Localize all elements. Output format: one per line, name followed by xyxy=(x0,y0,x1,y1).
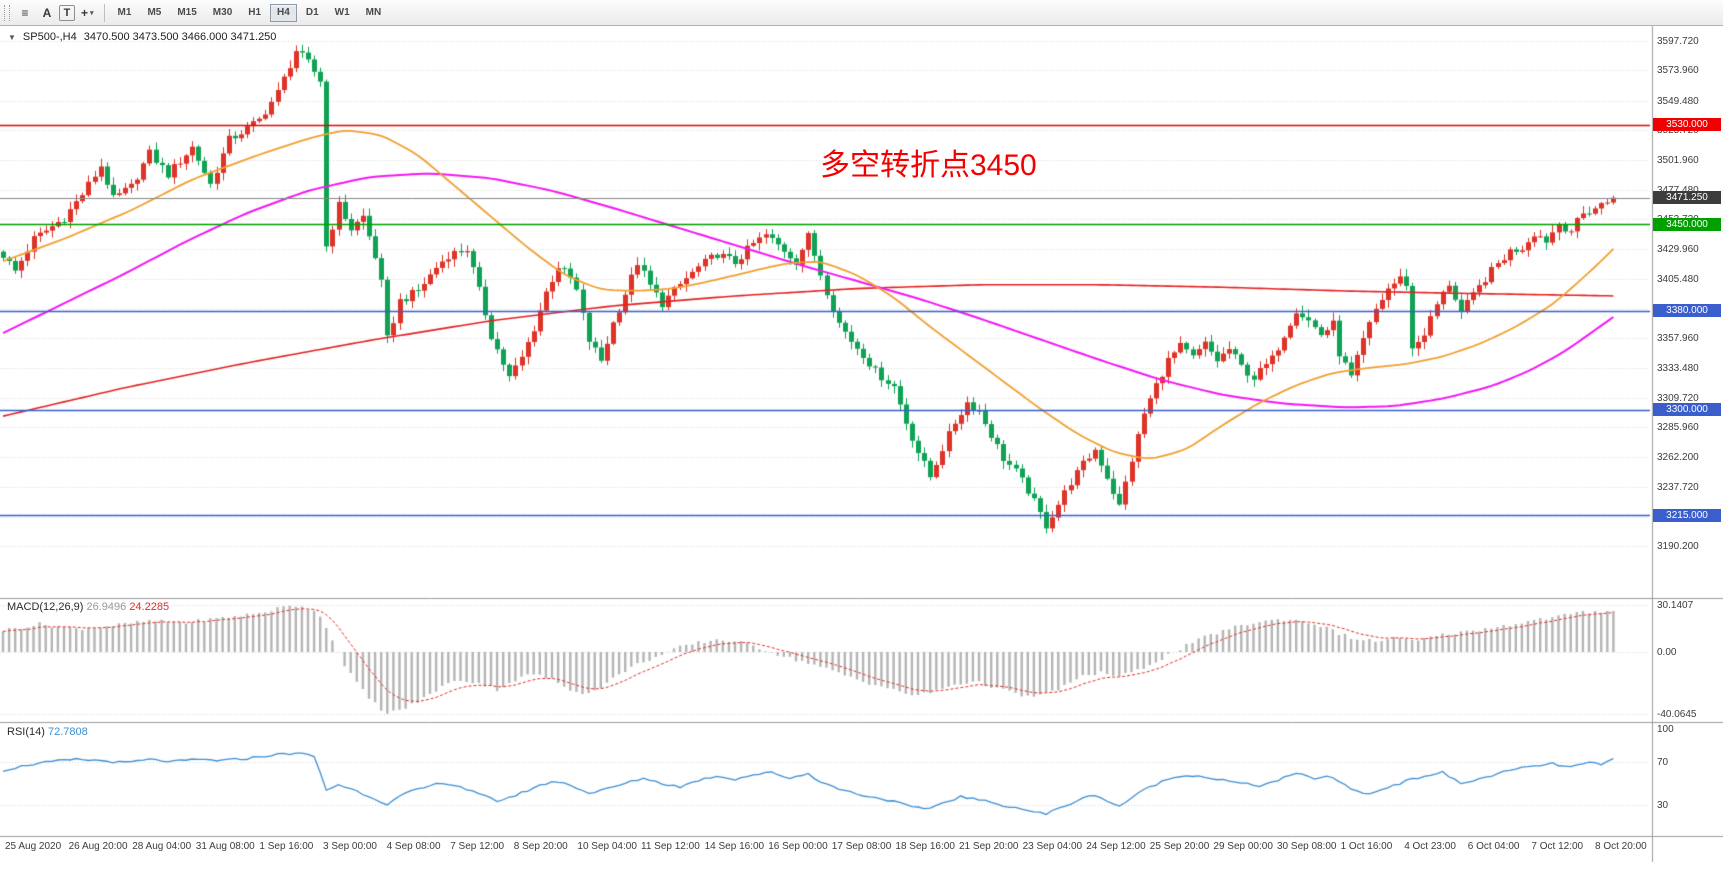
time-axis-label: 8 Oct 20:00 xyxy=(1595,841,1647,852)
toolbar-separator xyxy=(103,3,105,22)
letter-a-icon: A xyxy=(42,5,52,20)
time-axis-label: 3 Sep 00:00 xyxy=(323,841,377,852)
time-axis-label: 17 Sep 08:00 xyxy=(831,841,892,852)
timeframe-button-m30[interactable]: M30 xyxy=(206,4,239,22)
price-axis-label: 3549.480 xyxy=(1657,95,1699,107)
time-axis-label: 23 Sep 04:00 xyxy=(1022,841,1083,852)
macd-axis-label: -40.0645 xyxy=(1657,709,1697,721)
time-axis-label: 11 Sep 12:00 xyxy=(641,841,700,852)
price-axis-label: 3285.960 xyxy=(1657,422,1699,434)
macd-name: MACD(12,26,9) xyxy=(7,601,84,613)
macd-main-value: 26.9496 xyxy=(86,601,127,613)
chart-title: ▼ SP500-,H4 3470.500 3473.500 3466.000 3… xyxy=(8,31,276,43)
time-axis-label: 30 Sep 08:00 xyxy=(1277,841,1337,852)
time-axis-label: 6 Oct 04:00 xyxy=(1467,841,1520,852)
macd-indicator-label: MACD(12,26,9) 26.9496 24.2285 xyxy=(7,601,169,613)
price-axis-label: 3262.200 xyxy=(1657,451,1699,463)
timeframe-button-group: M1 M5 M15 M30 H1 H4 D1 W1 MN xyxy=(110,3,390,22)
chart-annotation-text[interactable]: 多空转折点3450 xyxy=(820,149,1037,182)
time-axis-label: 1 Oct 16:00 xyxy=(1340,841,1393,852)
time-axis-label: 29 Sep 00:00 xyxy=(1213,841,1273,852)
time-axis-label: 1 Sep 16:00 xyxy=(259,841,314,852)
price-axis-label: 3573.960 xyxy=(1657,65,1699,77)
price-axis-label: 3309.720 xyxy=(1657,392,1699,404)
time-axis-label: 7 Oct 12:00 xyxy=(1531,841,1584,852)
time-axis-label: 28 Aug 04:00 xyxy=(132,841,192,852)
timeframe-button-w1[interactable]: W1 xyxy=(328,4,357,22)
price-tag-3450.000: 3450.000 xyxy=(1653,218,1721,231)
rsi-name: RSI(14) xyxy=(7,726,45,738)
time-axis-label: 25 Sep 20:00 xyxy=(1149,841,1210,852)
price-tag-3380.000: 3380.000 xyxy=(1653,304,1721,317)
time-axis-label: 4 Sep 08:00 xyxy=(386,841,441,852)
price-axis-label: 3333.480 xyxy=(1657,363,1699,375)
time-axis-label: 16 Sep 00:00 xyxy=(768,841,828,852)
timeframe-button-m1[interactable]: M1 xyxy=(111,4,139,22)
macd-axis-label: 30.1407 xyxy=(1657,600,1694,612)
price-axis-label: 3597.720 xyxy=(1657,36,1699,47)
chevron-down-icon: ▾ xyxy=(90,9,94,17)
timeframe-button-h1[interactable]: H1 xyxy=(241,4,268,22)
time-axis-label: 18 Sep 16:00 xyxy=(895,841,955,852)
text-label-tool-button[interactable]: T xyxy=(59,4,75,21)
time-axis-label: 8 Sep 20:00 xyxy=(513,841,568,852)
price-axis-label: 3477.480 xyxy=(1657,185,1699,196)
rsi-indicator-label: RSI(14) 72.7808 xyxy=(7,726,88,738)
time-axis-label: 25 Aug 2020 xyxy=(5,841,62,852)
crosshair-tool-button[interactable]: + ▾ xyxy=(77,3,98,23)
timeframe-button-m5[interactable]: M5 xyxy=(140,4,168,22)
timeframe-button-d1[interactable]: D1 xyxy=(299,4,326,22)
menu-icon: ≡ xyxy=(21,5,29,20)
symbol-name: SP500-,H4 xyxy=(22,31,77,43)
time-axis-label: 4 Oct 23:00 xyxy=(1404,841,1456,852)
top-toolbar: ≡ A T + ▾ M1 M5 M15 M30 H1 H4 D1 W1 MN xyxy=(0,0,1723,26)
price-tag-3530.000: 3530.000 xyxy=(1653,118,1721,131)
macd-axis-label: 0.00 xyxy=(1657,647,1677,658)
time-axis-label: 14 Sep 16:00 xyxy=(704,841,765,852)
time-axis-label: 26 Aug 20:00 xyxy=(68,841,128,852)
symbol-ohlc-text: 3470.500 3473.500 3466.000 3471.250 xyxy=(83,31,277,43)
time-axis-label: 21 Sep 20:00 xyxy=(959,841,1019,852)
rsi-value: 72.7808 xyxy=(47,726,88,738)
price-axis-label: 3405.480 xyxy=(1657,274,1699,286)
price-tag-3215.000: 3215.000 xyxy=(1653,509,1721,522)
timeframe-button-m15[interactable]: M15 xyxy=(170,4,203,22)
time-axis-label: 31 Aug 08:00 xyxy=(195,841,255,852)
toolbar-drag-handle[interactable] xyxy=(4,4,10,21)
price-axis-label: 3190.200 xyxy=(1657,540,1699,552)
current-price-tag: 3471.250 xyxy=(1653,191,1721,204)
timeframe-button-h4[interactable]: H4 xyxy=(270,3,297,22)
timeframe-button-mn[interactable]: MN xyxy=(359,4,389,22)
charts-menu-icon[interactable]: ≡ xyxy=(15,3,35,23)
time-axis-label: 24 Sep 12:00 xyxy=(1086,841,1146,852)
time-axis-label: 7 Sep 12:00 xyxy=(450,841,505,852)
price-axis-label: 3237.720 xyxy=(1657,482,1699,494)
rsi-axis-label: 30 xyxy=(1657,800,1669,812)
price-tag-3300.000: 3300.000 xyxy=(1653,403,1721,416)
collapse-arrow-icon[interactable]: ▼ xyxy=(8,32,16,42)
price-axis-label: 3357.960 xyxy=(1657,333,1699,345)
macd-signal-value: 24.2285 xyxy=(129,601,170,613)
price-axis-label: 3501.960 xyxy=(1657,154,1699,166)
annotation-tool-button[interactable]: A xyxy=(37,3,57,23)
time-axis-label: 10 Sep 04:00 xyxy=(577,841,637,852)
rsi-axis-label: 70 xyxy=(1657,756,1669,768)
text-tool-icon: T xyxy=(63,6,71,19)
crosshair-icon: + xyxy=(81,5,89,20)
rsi-axis-label: 100 xyxy=(1657,724,1674,735)
price-axis-label: 3429.960 xyxy=(1657,243,1699,255)
